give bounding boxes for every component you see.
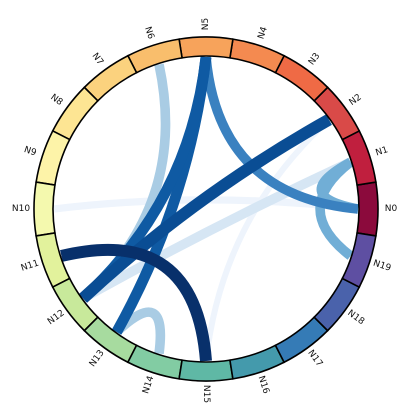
node-segment-n18 xyxy=(313,277,361,332)
node-segment-n6 xyxy=(126,38,183,74)
node-label-n0: N0 xyxy=(385,204,398,214)
node-label-n9: N9 xyxy=(23,145,38,158)
node-label-n4: N4 xyxy=(256,25,269,40)
node-segment-n11 xyxy=(35,232,71,289)
link-n2-n12 xyxy=(78,114,332,303)
node-label-n2: N2 xyxy=(348,93,364,108)
node-label-n11: N11 xyxy=(20,259,40,274)
node-label-n5: N5 xyxy=(201,18,211,30)
node-label-n1: N1 xyxy=(374,145,389,158)
node-segment-n7 xyxy=(83,54,138,102)
node-segment-n15 xyxy=(178,359,234,382)
node-label-n10: N10 xyxy=(12,204,30,214)
node-label-n16: N16 xyxy=(256,375,271,396)
node-segment-n16 xyxy=(229,344,286,380)
node-segment-n9 xyxy=(35,129,71,186)
node-label-n7: N7 xyxy=(90,51,105,67)
node-segment-n13 xyxy=(83,316,138,364)
node-label-n6: N6 xyxy=(142,26,155,41)
link-n2-n15 xyxy=(203,117,331,362)
node-label-n3: N3 xyxy=(307,51,322,67)
node-segment-n0 xyxy=(356,181,379,237)
node-label-n13: N13 xyxy=(88,348,107,369)
node-segment-n14 xyxy=(126,344,183,380)
node-label-n18: N18 xyxy=(345,308,366,327)
node-label-n17: N17 xyxy=(305,348,324,369)
node-label-n8: N8 xyxy=(48,93,64,109)
node-segment-n10 xyxy=(33,181,56,237)
node-segment-n1 xyxy=(341,129,377,186)
node-label-n12: N12 xyxy=(46,308,67,327)
node-label-n19: N19 xyxy=(372,259,393,274)
node-segment-n3 xyxy=(274,54,329,102)
node-segment-n5 xyxy=(178,36,234,59)
node-label-n15: N15 xyxy=(201,385,211,403)
node-segment-n17 xyxy=(274,316,329,364)
node-segment-n12 xyxy=(51,277,99,332)
link-n1-n12 xyxy=(80,157,353,303)
link-n11-n15 xyxy=(60,243,212,362)
link-n1-n19 xyxy=(315,158,354,260)
node-segment-n8 xyxy=(51,86,99,141)
node-segment-n19 xyxy=(341,232,377,289)
node-ring xyxy=(33,36,379,382)
node-segment-n2 xyxy=(313,86,361,141)
node-label-n14: N14 xyxy=(141,374,156,395)
ribbon-layer xyxy=(53,56,359,362)
node-segment-n4 xyxy=(229,38,286,74)
